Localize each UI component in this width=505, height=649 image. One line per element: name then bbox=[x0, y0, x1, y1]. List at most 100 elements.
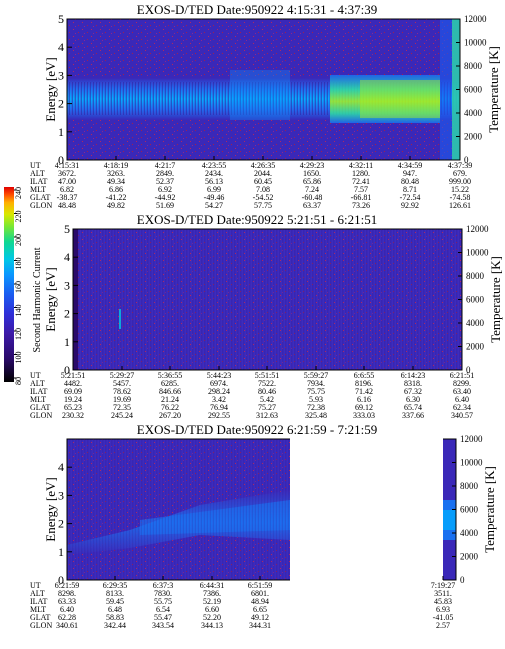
table-cell: 6.93 bbox=[436, 605, 450, 614]
y-tick-label: 3 bbox=[64, 278, 70, 292]
y-axis-label: Energy [eV] bbox=[43, 477, 58, 541]
table-cell: 6:37:3 bbox=[153, 581, 173, 590]
row-label-glat: GLAT bbox=[30, 613, 51, 622]
row-label-glon: GLON bbox=[30, 411, 52, 420]
table-cell: 19.24 bbox=[64, 395, 82, 404]
row-label-ut: UT bbox=[30, 581, 41, 590]
table-cell: 75.27 bbox=[258, 403, 276, 412]
table-cell: 5.93 bbox=[309, 395, 323, 404]
table-cell: 298.24 bbox=[208, 387, 230, 396]
y2-tick-label: 4000 bbox=[464, 108, 483, 118]
table-cell: 5457. bbox=[113, 379, 131, 388]
table-cell: 267.20 bbox=[159, 411, 181, 420]
table-cell: 333.03 bbox=[353, 411, 375, 420]
y2-tick-label: 0 bbox=[464, 155, 469, 165]
colorbar-tick-label: 120 bbox=[14, 328, 23, 340]
table-cell: 6.82 bbox=[60, 185, 74, 194]
colorbar-label: Second Harmonic Current bbox=[32, 247, 43, 352]
table-cell: 47.00 bbox=[58, 177, 76, 186]
table-cell: 337.66 bbox=[402, 411, 424, 420]
table-cell: 65.23 bbox=[64, 403, 82, 412]
table-cell: 5:59:27 bbox=[304, 371, 328, 380]
table-cell: 3511. bbox=[434, 589, 452, 598]
table-cell: 76.22 bbox=[161, 403, 179, 412]
colorbar-tick-label: 200 bbox=[14, 234, 23, 246]
table-cell: 1650. bbox=[303, 169, 321, 178]
table-cell: 21.24 bbox=[161, 395, 179, 404]
y-tick-label: 2 bbox=[58, 97, 64, 111]
table-cell: 7.57 bbox=[354, 185, 368, 194]
table-cell: -41.05 bbox=[433, 613, 454, 622]
table-cell: 6:51:59 bbox=[248, 581, 272, 590]
table-cell: 67.32 bbox=[404, 387, 422, 396]
table-cell: 6.40 bbox=[60, 605, 74, 614]
table-cell: 245.24 bbox=[111, 411, 133, 420]
table-cell: -38.37 bbox=[57, 193, 78, 202]
colorbar-tick-label: 100 bbox=[14, 352, 23, 364]
table-cell: 48.94 bbox=[251, 597, 269, 606]
table-cell: 63.33 bbox=[58, 597, 76, 606]
panel-1: EXOS-D/TED Date:950922 4:15:31 - 4:37:39 bbox=[67, 2, 460, 160]
table-cell: 8299. bbox=[453, 379, 471, 388]
table-cell: 71.42 bbox=[355, 387, 373, 396]
y-tick-label: 5 bbox=[58, 12, 64, 26]
panel-3-spectrogram bbox=[67, 439, 456, 580]
table-cell: 6801. bbox=[251, 589, 269, 598]
y-tick-label: 4 bbox=[64, 250, 70, 264]
table-cell: 4:26:35 bbox=[251, 161, 275, 170]
y-tick-label: 4 bbox=[58, 40, 64, 54]
table-cell: 54.27 bbox=[205, 201, 223, 210]
row-label-ilat: ILAT bbox=[30, 177, 47, 186]
table-cell: 312.63 bbox=[256, 411, 278, 420]
table-cell: -60.48 bbox=[302, 193, 323, 202]
table-cell: 49.12 bbox=[251, 613, 269, 622]
table-cell: 6.40 bbox=[455, 395, 469, 404]
row-label-glon: GLON bbox=[30, 621, 52, 630]
y-tick-label: 0 bbox=[58, 153, 64, 167]
row-label-glon: GLON bbox=[30, 201, 52, 210]
row-label-alt: ALT bbox=[30, 169, 45, 178]
table-cell: 6:29:35 bbox=[103, 581, 127, 590]
y2-tick-label: 10000 bbox=[464, 38, 487, 48]
table-cell: 63.40 bbox=[453, 387, 471, 396]
table-cell: 92.92 bbox=[401, 201, 419, 210]
y2-tick-label: 6000 bbox=[460, 505, 479, 515]
table-cell: 78.62 bbox=[113, 387, 131, 396]
table-cell: 344.31 bbox=[249, 621, 271, 630]
table-cell: 6285. bbox=[161, 379, 179, 388]
table-cell: 292.55 bbox=[208, 411, 230, 420]
y2-axis-label: Temperature [K] bbox=[486, 46, 501, 133]
table-cell: 5:51:51 bbox=[255, 371, 279, 380]
table-cell: 60.45 bbox=[254, 177, 272, 186]
table-cell: 6.92 bbox=[158, 185, 172, 194]
panel-3-title: EXOS-D/TED Date:950922 6:21:59 - 7:21:59 bbox=[137, 422, 377, 437]
table-cell: 4:29:23 bbox=[300, 161, 324, 170]
table-cell: 49.82 bbox=[107, 201, 125, 210]
colorbar: 80 100 120 140 160 180 200 220 240 Second Harmon… bbox=[4, 187, 43, 385]
colorbar-tick-label: 240 bbox=[14, 187, 23, 199]
table-cell: 6.99 bbox=[207, 185, 221, 194]
table-cell: 72.35 bbox=[113, 403, 131, 412]
table-cell: 230.32 bbox=[62, 411, 84, 420]
table-cell: -41.22 bbox=[106, 193, 127, 202]
table-cell: 6:44:31 bbox=[200, 581, 224, 590]
panel-2-ephemeris-table: UT 5:21:51 5:29:27 5:36:55 5:44:23 5:51:51 5:5… bbox=[30, 371, 474, 420]
y2-tick-label: 6000 bbox=[466, 295, 485, 305]
y-tick-label: 4 bbox=[58, 460, 64, 474]
y2-tick-label: 0 bbox=[460, 575, 465, 585]
table-cell: 7934. bbox=[307, 379, 325, 388]
panel-2-title: EXOS-D/TED Date:950922 5:21:51 - 6:21:51 bbox=[137, 212, 377, 227]
table-cell: 4:34:59 bbox=[398, 161, 422, 170]
table-cell: 62.28 bbox=[58, 613, 76, 622]
table-cell: 1280. bbox=[352, 169, 370, 178]
table-cell: 72.41 bbox=[352, 177, 370, 186]
table-cell: -72.54 bbox=[400, 193, 421, 202]
table-cell: 7830. bbox=[154, 589, 172, 598]
table-cell: -66.81 bbox=[351, 193, 372, 202]
table-cell: 49.34 bbox=[107, 177, 125, 186]
y2-tick-label: 2000 bbox=[460, 552, 479, 562]
y-axis-label: Energy [eV] bbox=[43, 57, 58, 121]
y2-tick-label: 10000 bbox=[466, 248, 489, 258]
table-cell: 325.48 bbox=[305, 411, 327, 420]
